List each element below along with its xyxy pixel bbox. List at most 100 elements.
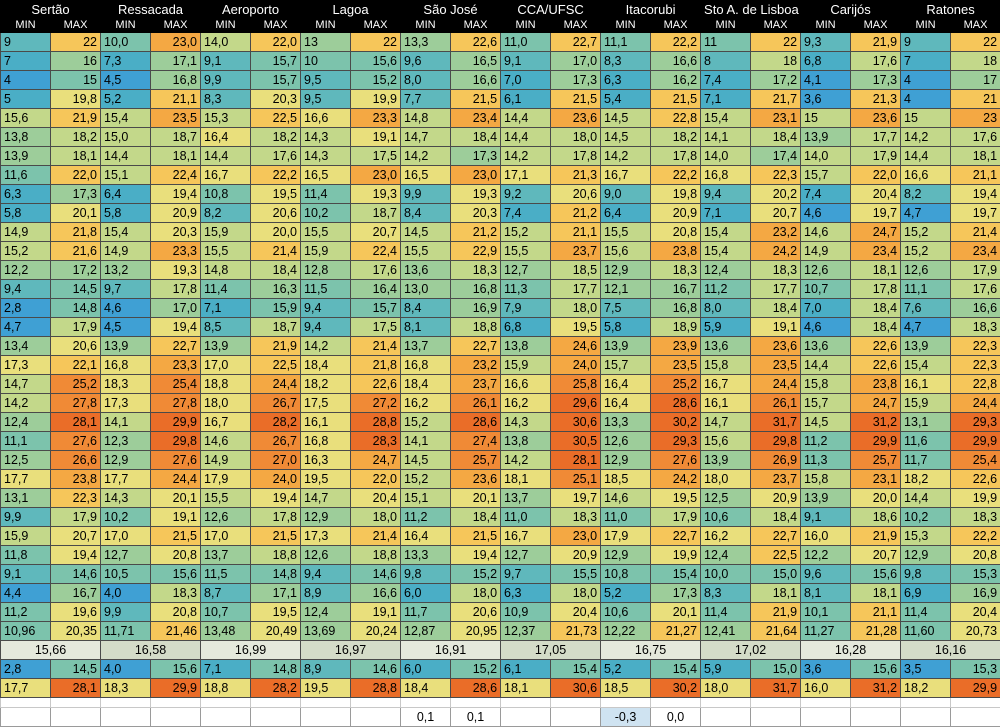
- min-cell[interactable]: 16,6: [301, 109, 351, 128]
- min-cell[interactable]: 15,8: [801, 375, 851, 394]
- maxima-cell[interactable]: 18,8: [201, 679, 251, 698]
- max-cell[interactable]: 26,7: [251, 432, 301, 451]
- max-cell[interactable]: 19,1: [351, 603, 401, 622]
- max-cell[interactable]: 24,4: [251, 375, 301, 394]
- station-average[interactable]: 16,99: [201, 641, 301, 660]
- max-cell[interactable]: 20,24: [351, 622, 401, 641]
- max-cell[interactable]: 15,6: [151, 565, 201, 584]
- min-cell[interactable]: 11,5: [201, 565, 251, 584]
- min-cell[interactable]: 13,3: [601, 413, 651, 432]
- min-cell[interactable]: 5,8: [101, 204, 151, 223]
- min-cell[interactable]: 15,1: [101, 166, 151, 185]
- max-cell[interactable]: 15,6: [851, 565, 901, 584]
- max-cell[interactable]: 28,1: [551, 451, 601, 470]
- max-cell[interactable]: 26,7: [251, 394, 301, 413]
- max-cell[interactable]: 17,8: [551, 147, 601, 166]
- max-cell[interactable]: 17,9: [851, 147, 901, 166]
- min-cell[interactable]: 14,8: [401, 109, 451, 128]
- max-cell[interactable]: 21,5: [451, 527, 501, 546]
- max-cell[interactable]: 16,6: [651, 52, 701, 71]
- max-header[interactable]: MAX: [151, 18, 201, 33]
- max-header[interactable]: MAX: [251, 18, 301, 33]
- max-cell[interactable]: 17,0: [151, 299, 201, 318]
- max-cell[interactable]: 27,4: [451, 432, 501, 451]
- min-cell[interactable]: 5,9: [701, 318, 751, 337]
- empty-cell[interactable]: [651, 698, 701, 708]
- max-cell[interactable]: 17,6: [851, 52, 901, 71]
- min-cell[interactable]: 13,9: [1, 147, 51, 166]
- max-cell[interactable]: 22,8: [951, 375, 1000, 394]
- max-cell[interactable]: 23,6: [551, 109, 601, 128]
- minima-cell[interactable]: 14,6: [351, 660, 401, 679]
- min-cell[interactable]: 10,9: [501, 603, 551, 622]
- max-cell[interactable]: 21,5: [651, 90, 701, 109]
- min-header[interactable]: MIN: [101, 18, 151, 33]
- min-cell[interactable]: 12,6: [901, 261, 951, 280]
- min-header[interactable]: MIN: [601, 18, 651, 33]
- difference-cell[interactable]: [301, 708, 351, 727]
- max-cell[interactable]: 18,0: [551, 299, 601, 318]
- max-cell[interactable]: 23,0: [451, 166, 501, 185]
- max-cell[interactable]: 17,3: [51, 185, 101, 204]
- min-cell[interactable]: 16,7: [201, 166, 251, 185]
- min-cell[interactable]: 16,2: [701, 527, 751, 546]
- min-cell[interactable]: 13,9: [701, 451, 751, 470]
- max-cell[interactable]: 27,8: [51, 394, 101, 413]
- min-cell[interactable]: 15,2: [501, 223, 551, 242]
- max-cell[interactable]: 20,8: [151, 546, 201, 565]
- station-name[interactable]: Ressacada: [101, 1, 201, 18]
- max-cell[interactable]: 25,4: [951, 451, 1000, 470]
- max-cell[interactable]: 17,2: [51, 261, 101, 280]
- max-cell[interactable]: 18,3: [451, 261, 501, 280]
- min-cell[interactable]: 10,1: [801, 603, 851, 622]
- max-cell[interactable]: 29,9: [851, 432, 901, 451]
- empty-cell[interactable]: [401, 698, 451, 708]
- max-cell[interactable]: 21,6: [51, 242, 101, 261]
- min-cell[interactable]: 6,4: [101, 185, 151, 204]
- min-cell[interactable]: 13,7: [501, 489, 551, 508]
- min-cell[interactable]: 15,7: [801, 394, 851, 413]
- min-cell[interactable]: 6,0: [401, 584, 451, 603]
- min-cell[interactable]: 14,6: [201, 432, 251, 451]
- max-cell[interactable]: 19,1: [151, 508, 201, 527]
- min-cell[interactable]: 15,5: [501, 242, 551, 261]
- max-cell[interactable]: 20,2: [751, 185, 801, 204]
- min-cell[interactable]: 7,1: [201, 299, 251, 318]
- min-header[interactable]: MIN: [901, 18, 951, 33]
- empty-cell[interactable]: [901, 698, 951, 708]
- max-cell[interactable]: 22,8: [651, 109, 701, 128]
- min-cell[interactable]: 7,6: [901, 299, 951, 318]
- min-cell[interactable]: 18,1: [501, 470, 551, 489]
- min-cell[interactable]: 9,5: [301, 90, 351, 109]
- min-cell[interactable]: 14,5: [801, 413, 851, 432]
- max-cell[interactable]: 21,2: [451, 223, 501, 242]
- max-cell[interactable]: 18,3: [751, 261, 801, 280]
- max-cell[interactable]: 30,5: [551, 432, 601, 451]
- min-cell[interactable]: 7,4: [501, 204, 551, 223]
- max-cell[interactable]: 20,4: [351, 489, 401, 508]
- min-cell[interactable]: 14,9: [801, 242, 851, 261]
- min-cell[interactable]: 11,4: [201, 280, 251, 299]
- min-cell[interactable]: 9,4: [301, 299, 351, 318]
- min-cell[interactable]: 14,4: [901, 489, 951, 508]
- min-cell[interactable]: 2,8: [1, 299, 51, 318]
- max-cell[interactable]: 20,4: [551, 603, 601, 622]
- min-cell[interactable]: 12,4: [701, 261, 751, 280]
- min-cell[interactable]: 8,5: [201, 318, 251, 337]
- max-cell[interactable]: 23,8: [851, 375, 901, 394]
- min-header[interactable]: MIN: [1, 18, 51, 33]
- min-cell[interactable]: 17,9: [201, 470, 251, 489]
- min-cell[interactable]: 12,6: [801, 261, 851, 280]
- min-cell[interactable]: 14,4: [501, 109, 551, 128]
- min-cell[interactable]: 19,5: [301, 470, 351, 489]
- max-cell[interactable]: 20,8: [651, 223, 701, 242]
- max-cell[interactable]: 17,5: [351, 147, 401, 166]
- max-header[interactable]: MAX: [451, 18, 501, 33]
- min-cell[interactable]: 14,2: [1, 394, 51, 413]
- min-cell[interactable]: 18,0: [201, 394, 251, 413]
- max-cell[interactable]: 21,5: [551, 90, 601, 109]
- max-cell[interactable]: 18,4: [251, 261, 301, 280]
- min-cell[interactable]: 14,2: [501, 451, 551, 470]
- max-cell[interactable]: 18,2: [651, 128, 701, 147]
- min-cell[interactable]: 14,5: [401, 223, 451, 242]
